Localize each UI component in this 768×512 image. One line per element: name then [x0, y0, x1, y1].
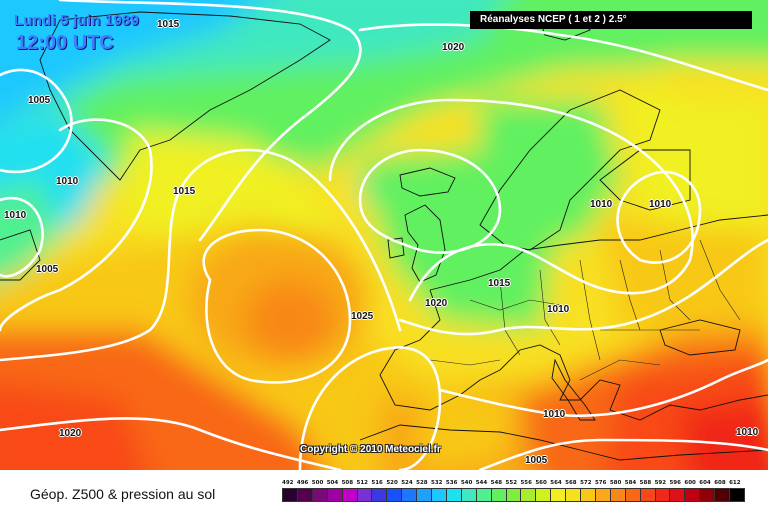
legend-swatch	[654, 488, 671, 502]
isobar-label: 1020	[442, 42, 465, 53]
legend-tick-label: 508	[341, 480, 354, 486]
legend-tick-label: 560	[535, 480, 547, 486]
legend-tick-label: 592	[654, 480, 667, 486]
legend-tick-label: 600	[684, 480, 696, 486]
legend-tick-label: 556	[520, 480, 532, 486]
isobar-label: 1020	[425, 298, 448, 309]
legend-swatch	[609, 488, 626, 502]
legend-tick-label: 612	[729, 480, 741, 486]
legend-swatch	[445, 488, 462, 502]
legend-tick-label: 552	[505, 480, 518, 486]
legend-tick-label: 536	[445, 480, 458, 486]
legend-tick-label: 516	[371, 480, 383, 486]
legend-tick-label: 500	[311, 480, 324, 486]
isobar-label: 1015	[173, 186, 196, 197]
legend-tick-label: 608	[714, 480, 726, 486]
legend-tick-label: 504	[326, 480, 339, 486]
legend-swatch	[729, 488, 745, 502]
legend-swatch	[505, 488, 522, 502]
map-canvas	[0, 0, 768, 470]
legend-swatch	[356, 488, 373, 502]
legend-tick-label: 520	[386, 480, 398, 486]
legend-swatch	[326, 488, 343, 502]
legend-tick-label: 580	[609, 480, 622, 486]
legend-swatch	[386, 488, 403, 502]
legend-swatch	[371, 488, 388, 502]
legend-tick-label: 568	[565, 480, 577, 486]
isobar-label: 1005	[525, 455, 548, 466]
legend-tick-label: 584	[624, 480, 637, 486]
isobar-label: 1010	[590, 199, 613, 210]
legend-swatch	[565, 488, 582, 502]
legend-swatch	[669, 488, 686, 502]
date-label: Lundi 5 juin 1989	[14, 12, 140, 29]
legend-swatch	[550, 488, 567, 502]
legend-swatch	[714, 488, 731, 502]
isobar-label: 1020	[59, 428, 82, 439]
legend-tick-label: 496	[296, 480, 309, 486]
legend-swatch	[490, 488, 507, 502]
legend-tick-label: 544	[475, 480, 488, 486]
isobar-label: 1015	[488, 278, 511, 289]
legend-tick-label: 532	[431, 480, 443, 486]
isobar-label: 1025	[351, 311, 374, 322]
legend-swatch	[624, 488, 641, 502]
legend-swatch	[282, 488, 298, 502]
legend-swatch	[535, 488, 552, 502]
isobar-label: 1010	[4, 210, 27, 221]
legend-swatch	[639, 488, 656, 502]
isobar-label: 1010	[649, 199, 672, 210]
isobars	[0, 0, 768, 470]
isobar-label: 1010	[56, 176, 79, 187]
legend-swatch	[594, 488, 611, 502]
isobar-label: 1015	[157, 19, 180, 30]
legend-tick-label: 604	[699, 480, 711, 486]
legend-tick-label: 492	[282, 480, 294, 486]
legend-swatch	[699, 488, 716, 502]
legend-tick-label: 540	[460, 480, 473, 486]
legend-tick-label: 588	[639, 480, 652, 486]
legend-swatch	[401, 488, 418, 502]
time-label: 12:00 UTC	[16, 32, 114, 54]
map-caption: Géop. Z500 & pression au sol	[30, 486, 216, 502]
borders	[429, 239, 741, 381]
legend-swatch	[475, 488, 492, 502]
legend-swatch	[341, 488, 358, 502]
weather-map: Lundi 5 juin 1989 12:00 UTC Réanalyses N…	[0, 0, 768, 470]
geopotential-field	[0, 0, 768, 470]
legend-tick-label: 576	[594, 480, 607, 486]
legend-swatch	[460, 488, 477, 502]
coastlines	[0, 11, 768, 461]
copyright-notice: Copyright © 2010 Meteociel.fr	[300, 444, 441, 455]
legend-swatch	[416, 488, 433, 502]
isobar-label: 1010	[543, 409, 566, 420]
isobar-label: 1005	[36, 264, 59, 275]
legend-swatch	[684, 488, 701, 502]
legend-tick-label: 564	[550, 480, 562, 486]
legend-tick-label: 548	[490, 480, 503, 486]
data-source-label: Réanalyses NCEP ( 1 et 2 ) 2.5°	[470, 11, 752, 29]
legend-tick-label: 512	[356, 480, 368, 486]
legend-tick-label: 596	[669, 480, 681, 486]
legend-tick-label: 572	[580, 480, 592, 486]
legend-swatch	[431, 488, 447, 502]
legend-swatch	[520, 488, 537, 502]
isobar-label: 1010	[736, 427, 759, 438]
isobar-label: 1010	[547, 304, 570, 315]
legend-swatch	[580, 488, 596, 502]
color-legend: 492 496 500 504 508 512 516 520 524 528 532 536 540 5…	[282, 480, 752, 506]
isobar-label: 1005	[28, 95, 51, 106]
legend-tick-label: 528	[416, 480, 428, 486]
legend-swatch	[311, 488, 328, 502]
legend-tick-label: 524	[401, 480, 413, 486]
legend-swatch	[296, 488, 313, 502]
